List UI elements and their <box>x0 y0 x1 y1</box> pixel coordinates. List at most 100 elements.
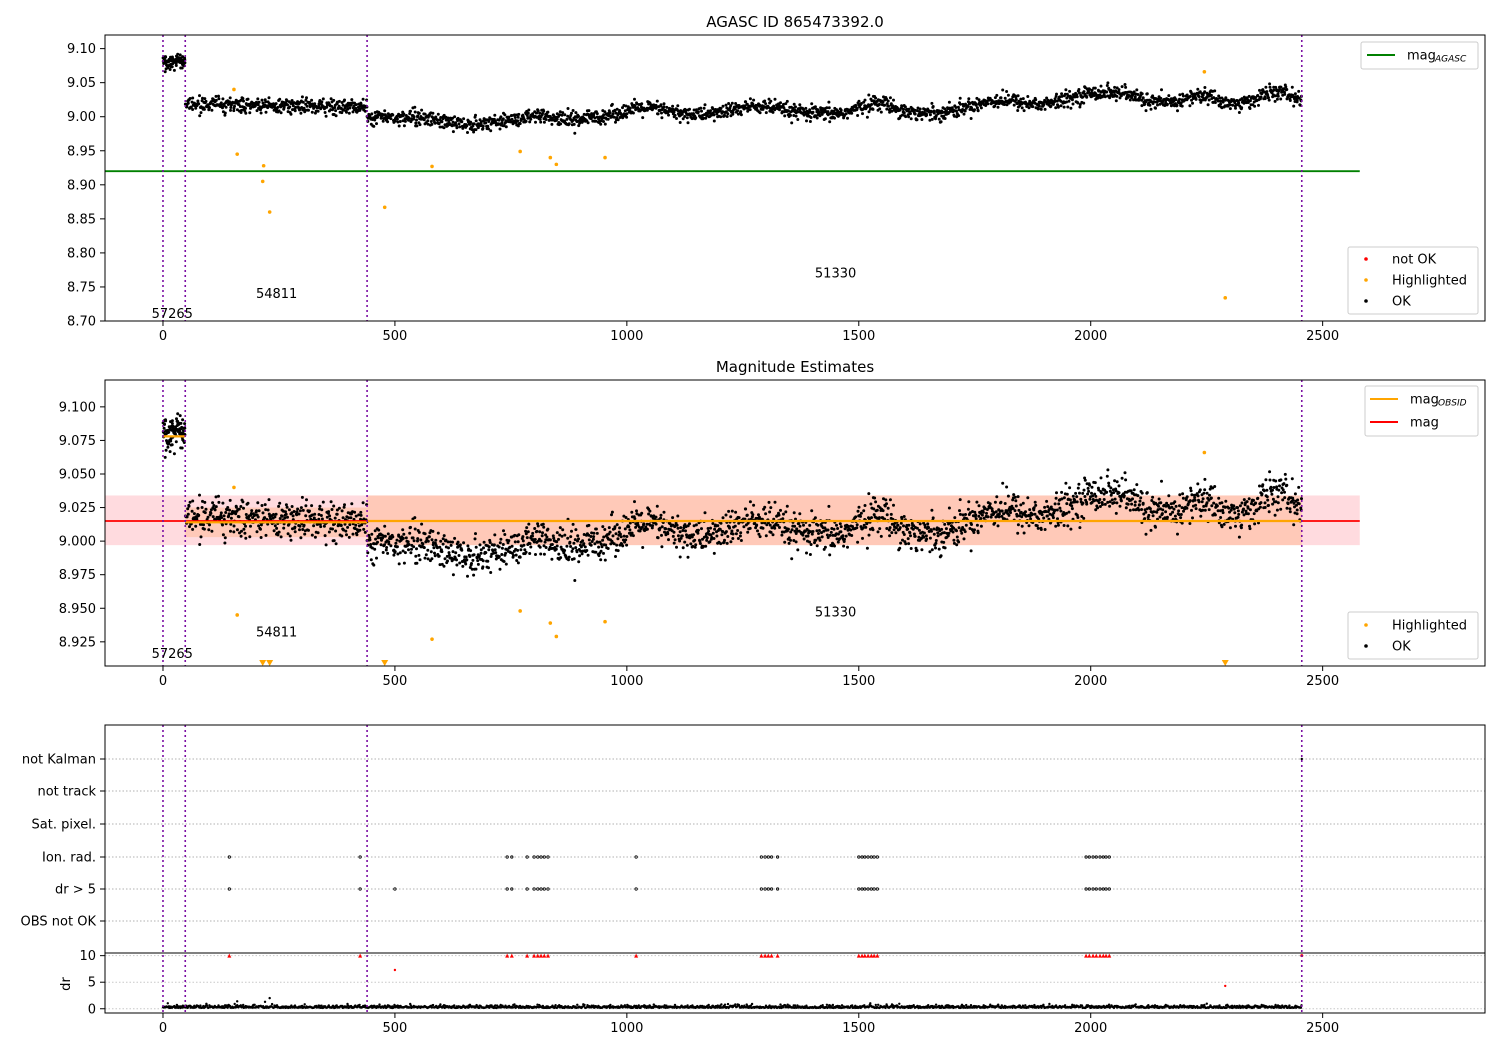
p2-ok-point <box>1151 495 1155 499</box>
p1-ok-point <box>223 111 227 115</box>
p1-ok-point <box>721 110 725 114</box>
p1-ok-point <box>1206 103 1210 107</box>
p1-ok-point <box>625 112 629 116</box>
p2-ok-point <box>969 549 973 553</box>
p1-ok-point <box>1174 98 1178 102</box>
p2-ok-point <box>1079 497 1083 501</box>
p1-ok-point <box>1148 103 1152 107</box>
p2-ok-point <box>621 544 625 548</box>
p1-ok-point <box>320 100 324 104</box>
p1-ok-point <box>888 96 892 100</box>
p1-ok-point <box>672 110 676 114</box>
p1-ok-point <box>1159 96 1163 100</box>
p2-ok-point <box>1203 477 1207 481</box>
p2-ok-point <box>550 557 554 561</box>
p1-ok-point <box>253 104 257 108</box>
p2-ok-point <box>672 530 676 534</box>
p1-ok-point <box>818 114 822 118</box>
p2-ok-point <box>922 535 926 539</box>
p1-ok-point <box>307 108 310 112</box>
p2-ok-point <box>712 537 716 540</box>
p2-ok-point <box>1016 495 1020 499</box>
p2-ok-point <box>1173 514 1177 518</box>
p2-ok-point <box>786 527 790 531</box>
p2-ok-point <box>778 526 781 529</box>
p2-ok-point <box>955 535 959 539</box>
p2-ok-point <box>1188 522 1192 525</box>
p2-ok-point <box>221 533 225 537</box>
p2-ok-point <box>1022 531 1026 535</box>
p2-ok-point <box>1143 517 1147 521</box>
p2-ok-point <box>277 530 281 534</box>
p2-ok-point <box>796 548 800 552</box>
p1-ok-point <box>282 106 286 110</box>
p1-ok-point <box>279 105 283 109</box>
p2-ok-point <box>249 524 252 528</box>
p1-ok-point <box>721 104 725 108</box>
p2-ok-point <box>790 528 794 532</box>
p1-ok-point <box>454 121 458 125</box>
p1-ok-point <box>703 103 707 107</box>
p1-ok-point <box>1275 97 1279 101</box>
p1-ok-point <box>836 109 840 113</box>
p2-ok-point <box>932 532 936 536</box>
p2-ok-point <box>557 537 560 541</box>
p2-ok-point <box>493 548 497 552</box>
p2-ok-point <box>447 551 451 555</box>
p1-ok-point <box>1264 85 1268 89</box>
p1-ok-point <box>986 102 990 106</box>
p1-ok-point <box>1297 89 1301 93</box>
p1-ok-point <box>683 115 687 118</box>
p2-ok-point <box>412 545 416 549</box>
p2-ok-point <box>312 524 316 528</box>
p2-ok-point <box>1060 490 1064 494</box>
p2-ok-point <box>610 510 614 514</box>
p2-ok-point <box>341 516 345 520</box>
p1-ok-point <box>1037 104 1041 108</box>
p2-ok-point <box>1057 502 1061 506</box>
p2-ok-point <box>660 533 663 537</box>
p2-ok-point <box>755 523 759 527</box>
p2-ok-point <box>406 540 410 544</box>
p1-ok-point <box>244 111 248 115</box>
p2-ok-point <box>499 537 503 541</box>
p2-ok-point <box>724 530 728 534</box>
p1-ok-point <box>395 117 399 121</box>
panel-agasc: AGASC ID 865473392.0 8.708.758.808.858.9… <box>67 13 1486 344</box>
p1-ok-point <box>608 111 612 115</box>
p1-ok-point <box>755 106 759 110</box>
p1-legend-label: not OK <box>1392 253 1437 268</box>
p2-ok-point <box>918 522 922 526</box>
p2-ok-point <box>712 551 716 555</box>
p1-ok-point <box>465 124 469 128</box>
p1-ok-point <box>930 117 934 121</box>
p2-ok-point <box>342 505 346 509</box>
p1-ok-point <box>606 117 610 121</box>
p2-ok-point <box>624 516 628 519</box>
p1-ok-point <box>696 110 700 114</box>
p2-ok-point <box>842 544 846 548</box>
p2-ok-point <box>1194 507 1198 511</box>
p1-ok-point <box>361 97 365 101</box>
p2-ok-point <box>1083 495 1087 498</box>
p1-ok-point <box>391 113 395 117</box>
p2-ok-point <box>346 525 350 529</box>
p2-ok-point <box>477 554 481 558</box>
p2-ok-point <box>242 527 246 531</box>
p2-ok-point <box>239 534 243 538</box>
p2-ok-point <box>726 535 730 538</box>
p1-ok-point <box>796 118 800 121</box>
p2-ok-point <box>516 540 520 544</box>
p1-ok-point <box>535 111 539 115</box>
p1-ok-point <box>1263 97 1267 101</box>
p2-ok-point <box>345 533 348 537</box>
p1-ok-point <box>1180 104 1184 108</box>
p2-ok-point <box>782 512 785 516</box>
p2-ok-point <box>723 538 726 542</box>
p2-ok-point <box>601 538 605 542</box>
p2-ok-point <box>415 547 418 551</box>
p2-ok-point <box>976 531 980 535</box>
p1-ok-point <box>639 105 643 109</box>
p2-ok-point <box>958 512 962 516</box>
p1-ok-point <box>503 113 507 117</box>
